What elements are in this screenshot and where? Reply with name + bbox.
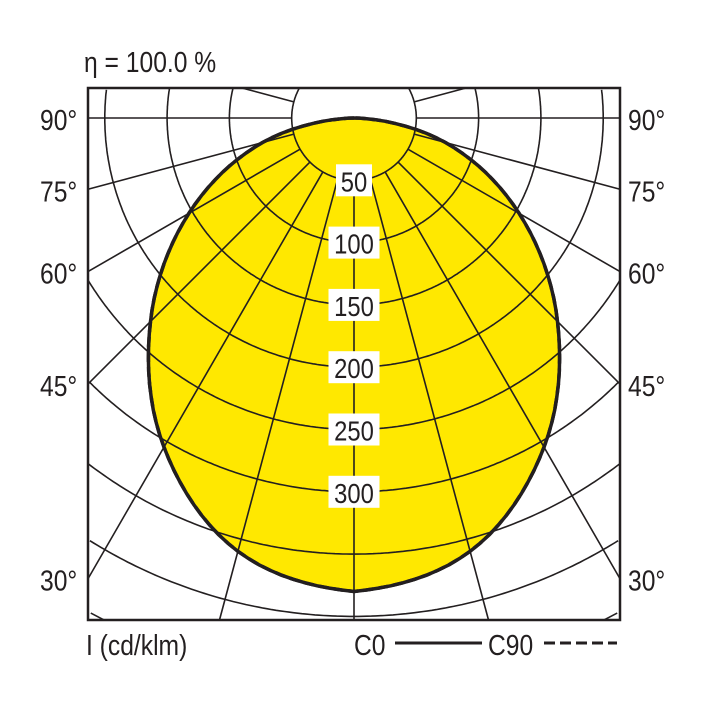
angle-label-left: 60°	[40, 258, 77, 290]
radial-tick-label: 50	[341, 165, 367, 197]
grid-radial-line	[369, 177, 490, 621]
chart-frame	[86, 86, 622, 622]
radial-tick-labels: 50 100 150 200 250 300	[328, 164, 380, 509]
legend-c0-label: C0	[354, 629, 386, 661]
grid-radial-line	[218, 177, 339, 621]
legend-c90-label: C90	[488, 629, 533, 661]
grid-radial-line	[407, 148, 621, 273]
angle-label-right: 30°	[628, 565, 665, 597]
grid-circle	[90, 612, 105, 621]
tick-label-background	[336, 164, 372, 197]
angle-label-left: 30°	[40, 565, 77, 597]
grid-radial-line	[241, 87, 295, 103]
grid-radial-line	[87, 148, 301, 273]
intensity-curves	[146, 116, 562, 594]
efficiency-title: η = 100.0 %	[84, 46, 216, 78]
angle-label-right: 75°	[628, 175, 665, 207]
radial-tick-label: 200	[334, 352, 374, 384]
grid-radial-line	[384, 171, 621, 580]
angle-label-right: 60°	[628, 258, 665, 290]
grid-radial-line	[397, 161, 621, 385]
unit-label: I (cd/klm)	[86, 629, 187, 661]
grid-radial-line	[413, 87, 467, 103]
grid-radial-line	[87, 171, 324, 580]
tick-label-background	[328, 475, 380, 508]
tick-label-background	[328, 351, 380, 384]
tick-label-background	[328, 288, 380, 321]
angle-label-left: 45°	[40, 370, 77, 402]
grid-circle	[603, 612, 618, 621]
curve-c90	[146, 116, 562, 594]
radial-tick-label: 250	[334, 415, 374, 447]
angle-label-left: 90°	[40, 104, 77, 136]
radial-tick-label: 300	[334, 477, 374, 509]
angle-label-left: 75°	[40, 175, 77, 207]
radial-tick-label: 100	[334, 228, 374, 260]
angle-label-right: 45°	[628, 370, 665, 402]
legend: C0 C90	[354, 629, 617, 661]
tick-label-background	[328, 413, 380, 446]
tick-label-background	[328, 226, 380, 259]
grid-radial-line	[87, 161, 311, 385]
radial-tick-label: 150	[334, 290, 374, 322]
angle-label-right: 90°	[628, 104, 665, 136]
angle-labels: 90° 90° 75° 75° 60° 60° 45° 45° 30° 30°	[40, 104, 665, 597]
